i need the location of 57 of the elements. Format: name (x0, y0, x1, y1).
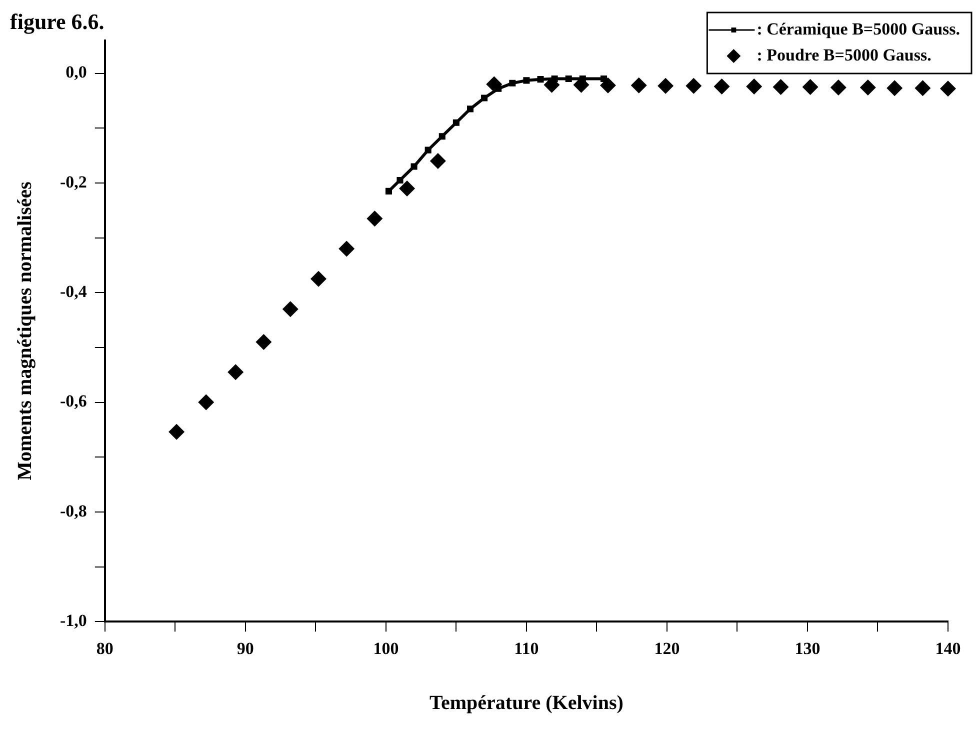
point (366, 210, 383, 227)
point (537, 76, 544, 83)
x-tick-label: 120 (654, 639, 680, 658)
point (396, 176, 404, 184)
point (410, 163, 418, 170)
x-tick-label: 80 (96, 639, 114, 658)
point (600, 76, 608, 82)
point (399, 180, 416, 196)
point (438, 133, 446, 140)
point (940, 80, 956, 97)
y-axis-title: Moments magnétiques normalisées (14, 181, 36, 480)
x-tick-label: 90 (236, 639, 254, 658)
point (714, 78, 730, 94)
point (772, 79, 789, 96)
x-tick-label: 130 (794, 639, 820, 658)
point (860, 80, 876, 96)
point (424, 146, 432, 154)
point (385, 188, 392, 194)
point (466, 106, 474, 112)
point (452, 119, 460, 126)
point (430, 153, 446, 170)
point (228, 364, 244, 380)
legend-label: : Céramique B=5000 Gauss. (756, 19, 960, 38)
x-tick-label: 140 (935, 639, 961, 658)
point (579, 76, 586, 82)
point (746, 78, 762, 94)
legend-label: : Poudre B=5000 Gauss. (756, 45, 932, 64)
x-axis-title: Température (Kelvins) (430, 692, 624, 714)
point (830, 80, 846, 96)
point (256, 334, 272, 350)
point (600, 77, 616, 94)
point (282, 301, 298, 318)
point (658, 78, 674, 94)
y-tick-label: -0,8 (60, 501, 87, 520)
x-tick-label: 110 (514, 639, 539, 658)
point (686, 78, 702, 94)
y-tick-label: -1,0 (60, 610, 87, 630)
point (551, 76, 558, 82)
point (198, 394, 214, 410)
point (509, 80, 516, 86)
point (168, 424, 185, 440)
point (481, 94, 488, 102)
point (310, 270, 326, 287)
point (523, 77, 530, 84)
point (914, 80, 931, 96)
y-tick-label: 0,0 (66, 62, 87, 82)
chart-title: figure 6.6. (10, 8, 104, 34)
point (802, 79, 818, 96)
y-tick-label: -0,4 (60, 282, 88, 302)
point (338, 240, 355, 257)
y-tick-label: -0,6 (60, 392, 87, 411)
point (886, 80, 903, 96)
y-tick-label: -0,2 (60, 172, 87, 192)
point (565, 76, 572, 82)
x-tick-label: 100 (373, 639, 399, 658)
point (495, 85, 502, 92)
point (630, 77, 647, 94)
